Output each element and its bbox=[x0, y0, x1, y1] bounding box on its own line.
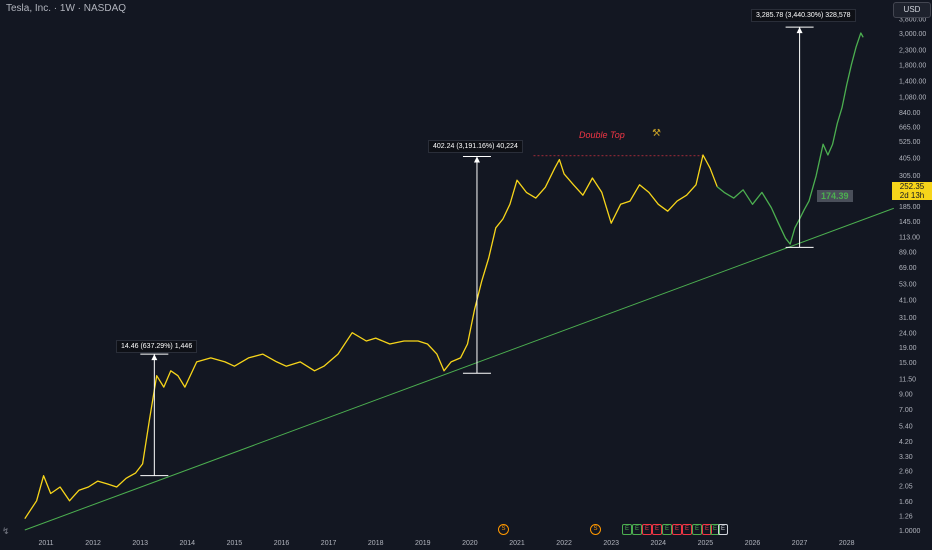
current-price-tag: 252.35 2d 13h bbox=[892, 182, 932, 200]
y-tick-label: 145.00 bbox=[899, 219, 921, 226]
x-tick-label: 2028 bbox=[839, 540, 855, 547]
earnings-event-icon[interactable]: E bbox=[652, 524, 662, 535]
x-tick-label: 2026 bbox=[745, 540, 761, 547]
x-tick-label: 2021 bbox=[509, 540, 525, 547]
y-tick-label: 53.00 bbox=[899, 282, 917, 289]
y-tick-label: 15.00 bbox=[899, 360, 917, 367]
y-tick-label: 89.00 bbox=[899, 249, 917, 256]
x-tick-label: 2014 bbox=[180, 540, 196, 547]
x-tick-label: 2025 bbox=[698, 540, 714, 547]
x-tick-label: 2011 bbox=[38, 540, 53, 547]
y-tick-label: 3,000.00 bbox=[899, 31, 926, 38]
double-top-label[interactable]: Double Top bbox=[579, 130, 625, 140]
y-tick-label: 1.60 bbox=[899, 499, 913, 506]
y-tick-label: 840.00 bbox=[899, 110, 921, 117]
projection-target-label[interactable]: 174.39 bbox=[817, 190, 853, 202]
earnings-event-icon[interactable]: E bbox=[672, 524, 682, 535]
y-tick-label: 405.00 bbox=[899, 155, 921, 162]
measure-tools[interactable] bbox=[140, 26, 814, 477]
earnings-event-icon[interactable]: E bbox=[702, 524, 712, 535]
earnings-event-icon[interactable]: E bbox=[622, 524, 632, 535]
measure-arrow-head bbox=[473, 156, 480, 163]
x-tick-label: 2019 bbox=[415, 540, 431, 547]
y-axis: 3,800.00 3,000.00 2,300.00 1,800.00 1,400.00… bbox=[899, 16, 926, 535]
y-tick-label: 9.00 bbox=[899, 392, 913, 399]
y-tick-label: 7.00 bbox=[899, 407, 913, 414]
y-tick-label: 3,800.00 bbox=[899, 16, 926, 23]
x-tick-label: 2027 bbox=[792, 540, 808, 547]
y-tick-label: 2.05 bbox=[899, 483, 913, 490]
y-tick-label: 24.00 bbox=[899, 331, 917, 338]
measure-arrow-head bbox=[151, 354, 158, 361]
y-tick-label: 1,800.00 bbox=[899, 63, 926, 70]
measure-arrow-head bbox=[796, 27, 803, 34]
earnings-event-icon[interactable]: E bbox=[662, 524, 672, 535]
x-tick-label: 2016 bbox=[274, 540, 290, 547]
x-tick-label: 2023 bbox=[603, 540, 619, 547]
y-tick-label: 665.00 bbox=[899, 125, 921, 132]
earnings-event-icon[interactable]: E bbox=[710, 524, 720, 535]
current-price-value: 252.35 bbox=[899, 182, 925, 191]
earnings-event-icon[interactable]: E bbox=[692, 524, 702, 535]
x-tick-label: 2020 bbox=[462, 540, 478, 547]
x-tick-label: 2012 bbox=[85, 540, 101, 547]
measure-label-projection[interactable]: 3,285.78 (3,440.30%) 328,578 bbox=[751, 9, 856, 22]
y-tick-label: 19.00 bbox=[899, 345, 917, 352]
dividend-event-icon[interactable]: S bbox=[590, 524, 601, 535]
earnings-event-icon[interactable]: E bbox=[682, 524, 692, 535]
y-tick-label: 2.60 bbox=[899, 469, 913, 476]
y-tick-label: 185.00 bbox=[899, 204, 921, 211]
y-tick-label: 5.40 bbox=[899, 423, 913, 430]
y-tick-label: 305.00 bbox=[899, 173, 921, 180]
earnings-event-icon[interactable]: E bbox=[632, 524, 642, 535]
symbol-title: Tesla, Inc. · 1W · NASDAQ bbox=[6, 3, 127, 14]
dividend-event-icon[interactable]: S bbox=[498, 524, 509, 535]
hammer-icon: ⚒ bbox=[652, 128, 661, 139]
y-tick-label: 113.00 bbox=[899, 235, 920, 242]
tradingview-logo-icon: ↯ bbox=[2, 526, 10, 536]
y-tick-label: 1,400.00 bbox=[899, 78, 926, 85]
x-tick-label: 2024 bbox=[651, 540, 667, 547]
y-tick-label: 1.0000 bbox=[899, 528, 921, 535]
measure-label-2020[interactable]: 402.24 (3,191.16%) 40,224 bbox=[428, 140, 523, 153]
earnings-event-icon[interactable]: E bbox=[718, 524, 728, 535]
y-tick-label: 1,080.00 bbox=[899, 94, 926, 101]
price-series-line bbox=[716, 32, 864, 245]
y-tick-label: 41.00 bbox=[899, 297, 917, 304]
x-tick-label: 2022 bbox=[556, 540, 572, 547]
y-tick-label: 525.00 bbox=[899, 139, 921, 146]
y-tick-label: 2,300.00 bbox=[899, 47, 926, 54]
y-tick-label: 1.26 bbox=[899, 514, 913, 521]
x-tick-label: 2013 bbox=[132, 540, 148, 547]
y-tick-label: 31.00 bbox=[899, 315, 917, 322]
bar-countdown: 2d 13h bbox=[899, 191, 925, 200]
currency-selector[interactable]: USD bbox=[893, 2, 931, 18]
y-tick-label: 11.50 bbox=[899, 376, 916, 383]
x-tick-label: 2017 bbox=[321, 540, 337, 547]
x-axis: 2011 2012 2013 2014 2015 2016 2017 2018 2019 2020… bbox=[38, 540, 854, 547]
price-series-line bbox=[24, 154, 718, 520]
earnings-event-icon[interactable]: E bbox=[642, 524, 652, 535]
series-layer bbox=[24, 32, 894, 531]
measure-label-2013[interactable]: 14.46 (637.29%) 1,446 bbox=[116, 340, 198, 353]
trendline-support bbox=[24, 207, 894, 531]
y-tick-label: 69.00 bbox=[899, 265, 917, 272]
y-tick-label: 3.30 bbox=[899, 454, 913, 461]
x-tick-label: 2018 bbox=[368, 540, 384, 547]
x-tick-label: 2015 bbox=[227, 540, 243, 547]
y-tick-label: 4.20 bbox=[899, 439, 913, 446]
